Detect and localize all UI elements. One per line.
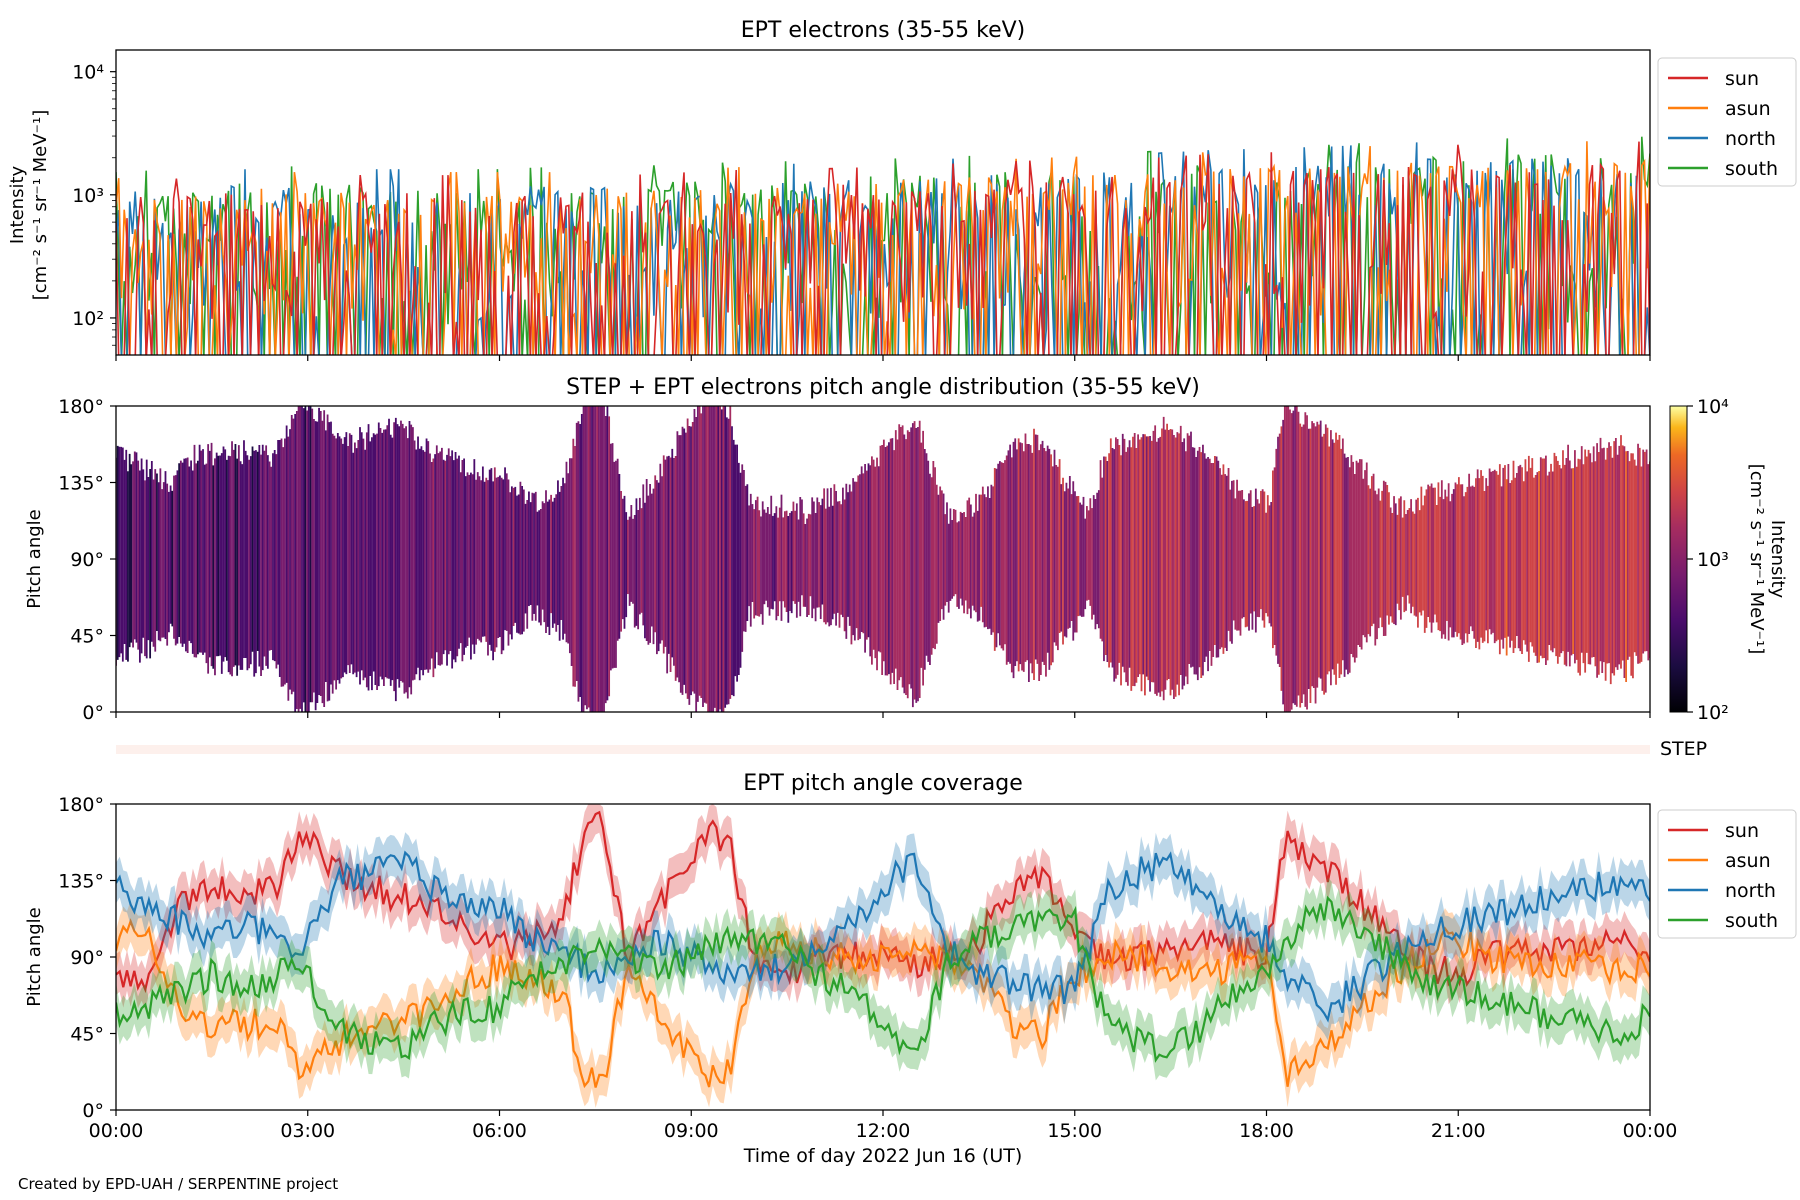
y-tick-label: 90° <box>70 947 104 969</box>
colorbar-tick-label: 10³ <box>1697 549 1729 571</box>
coverage-series-group <box>116 804 1650 1108</box>
intensity-panel: EPT electrons (35-55 keV) 10² 10³ 10⁴ Inte… <box>7 18 1797 361</box>
colorbar <box>1669 405 1688 713</box>
x-tick-label: 21:00 <box>1431 1120 1486 1142</box>
intensity-series-group <box>116 136 1650 355</box>
intensity-ylabel-line2: [cm⁻² s⁻¹ sr⁻¹ MeV⁻¹] <box>30 110 51 301</box>
y-tick-label: 10² <box>72 308 104 330</box>
x-tick-label: 03:00 <box>280 1120 335 1142</box>
x-tick-label: 18:00 <box>1239 1120 1294 1142</box>
y-tick-label: 180° <box>58 794 104 816</box>
intensity-series-sun <box>116 141 1650 355</box>
y-tick-label: 180° <box>58 396 104 418</box>
coverage-band-south <box>116 877 1650 1081</box>
colorbar-label: Intensity <box>1767 520 1788 599</box>
coverage-x-ticks: 00:00 03:00 06:00 09:00 12:00 15:00 18:00 21:00… <box>89 1110 1678 1142</box>
x-tick-label: 12:00 <box>856 1120 911 1142</box>
pad-ylabel: Pitch angle <box>24 509 45 608</box>
x-tick-label: 15:00 <box>1047 1120 1102 1142</box>
coverage-band-north <box>116 832 1650 1041</box>
coverage-line-north <box>116 850 1650 1023</box>
colorbar-tick-label: 10⁴ <box>1697 396 1729 418</box>
legend-label-asun: asun <box>1725 850 1771 872</box>
y-tick-label: 135° <box>58 871 104 893</box>
y-tick-label: 10³ <box>72 185 104 207</box>
y-tick-label: 0° <box>82 702 104 724</box>
y-tick-label: 0° <box>82 1100 104 1122</box>
legend-box <box>1657 809 1797 939</box>
y-tick-label: 90° <box>70 549 104 571</box>
x-tick-label: 00:00 <box>1623 1120 1678 1142</box>
coverage-title: EPT pitch angle coverage <box>743 771 1023 796</box>
legend-box <box>1657 57 1797 187</box>
legend-label-asun: asun <box>1725 98 1771 120</box>
pad-y-ticks: 0° 45° 90° 135° 180° <box>58 396 116 724</box>
colorbar-units: [cm⁻² s⁻¹ sr⁻¹ MeV⁻¹] <box>1746 464 1767 655</box>
x-tick-label: 09:00 <box>664 1120 719 1142</box>
coverage-ylabel: Pitch angle <box>24 907 45 1006</box>
legend-label-sun: sun <box>1725 68 1759 90</box>
colorbar-ticks: 10² 10³ 10⁴ <box>1687 396 1729 724</box>
colorbar-tick-label: 10² <box>1697 702 1729 724</box>
step-panel: STEP <box>116 738 1707 760</box>
legend-label-south: south <box>1725 158 1778 180</box>
y-tick-label: 10⁴ <box>72 62 104 84</box>
y-tick-label: 45° <box>70 626 104 648</box>
coverage-legend: sun asun north south <box>1657 809 1797 939</box>
pad-title: STEP + EPT electrons pitch angle distrib… <box>566 375 1200 400</box>
intensity-title: EPT electrons (35-55 keV) <box>741 18 1026 43</box>
coverage-panel: EPT pitch angle coverage 0° 45° 90° 135° 180… <box>24 771 1797 1167</box>
step-strip <box>116 745 1650 754</box>
pad-heatmap <box>116 406 1650 712</box>
intensity-x-ticks <box>115 355 1651 361</box>
pad-x-ticks <box>115 712 1651 718</box>
intensity-series-asun <box>116 141 1650 355</box>
intensity-y-ticks: 10² 10³ 10⁴ <box>72 62 116 346</box>
x-tick-label: 06:00 <box>472 1120 527 1142</box>
legend-label-north: north <box>1725 880 1776 902</box>
coverage-line-south <box>116 895 1650 1063</box>
coverage-xlabel: Time of day 2022 Jun 16 (UT) <box>743 1145 1023 1167</box>
legend-label-north: north <box>1725 128 1776 150</box>
step-label: STEP <box>1660 738 1707 760</box>
credit-text: Created by EPD-UAH / SERPENTINE project <box>18 1175 339 1193</box>
coverage-band-asun <box>116 900 1650 1108</box>
pad-panel: STEP + EPT electrons pitch angle distrib… <box>24 375 1788 724</box>
x-tick-label: 00:00 <box>89 1120 144 1142</box>
coverage-y-ticks: 0° 45° 90° 135° 180° <box>58 794 116 1122</box>
legend-label-sun: sun <box>1725 820 1759 842</box>
y-tick-label: 135° <box>58 473 104 495</box>
legend-label-south: south <box>1725 910 1778 932</box>
intensity-legend: sun asun north south <box>1657 57 1797 187</box>
y-tick-label: 45° <box>70 1024 104 1046</box>
intensity-ylabel-line1: Intensity <box>7 165 28 244</box>
